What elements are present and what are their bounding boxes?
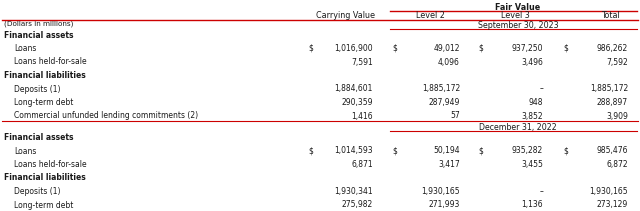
Text: 3,496: 3,496: [521, 58, 543, 66]
Text: 271,993: 271,993: [429, 200, 460, 210]
Text: Total: Total: [600, 12, 620, 20]
Text: 57: 57: [451, 111, 460, 120]
Text: 1,930,165: 1,930,165: [589, 187, 628, 196]
Text: 1,885,172: 1,885,172: [422, 84, 460, 93]
Text: 7,591: 7,591: [351, 58, 373, 66]
Text: 3,909: 3,909: [606, 111, 628, 120]
Text: 50,194: 50,194: [433, 146, 460, 156]
Text: Loans held-for-sale: Loans held-for-sale: [14, 160, 86, 169]
Text: 6,871: 6,871: [351, 160, 373, 169]
Text: (Dollars in millions): (Dollars in millions): [4, 20, 74, 27]
Text: 290,359: 290,359: [342, 98, 373, 107]
Text: $: $: [308, 146, 313, 156]
Text: 1,885,172: 1,885,172: [589, 84, 628, 93]
Text: $: $: [478, 146, 483, 156]
Text: 273,129: 273,129: [596, 200, 628, 210]
Text: Loans held-for-sale: Loans held-for-sale: [14, 58, 86, 66]
Text: 3,417: 3,417: [438, 160, 460, 169]
Text: 7,592: 7,592: [606, 58, 628, 66]
Text: 985,476: 985,476: [596, 146, 628, 156]
Text: $: $: [563, 146, 568, 156]
Text: Commercial unfunded lending commitments (2): Commercial unfunded lending commitments …: [14, 111, 198, 120]
Text: 4,096: 4,096: [438, 58, 460, 66]
Text: 937,250: 937,250: [511, 44, 543, 53]
Text: 6,872: 6,872: [606, 160, 628, 169]
Text: 288,897: 288,897: [597, 98, 628, 107]
Text: Loans: Loans: [14, 44, 36, 53]
Text: Deposits (1): Deposits (1): [14, 84, 61, 93]
Text: Financial assets: Financial assets: [4, 133, 74, 142]
Text: Deposits (1): Deposits (1): [14, 187, 61, 196]
Text: 935,282: 935,282: [512, 146, 543, 156]
Text: Loans: Loans: [14, 146, 36, 156]
Text: 275,982: 275,982: [342, 200, 373, 210]
Text: 1,136: 1,136: [522, 200, 543, 210]
Text: Level 2: Level 2: [415, 12, 444, 20]
Text: September 30, 2023: September 30, 2023: [477, 20, 558, 30]
Text: Financial assets: Financial assets: [4, 31, 74, 39]
Text: Financial liabilities: Financial liabilities: [4, 71, 86, 80]
Text: Level 3: Level 3: [500, 12, 529, 20]
Text: 3,852: 3,852: [522, 111, 543, 120]
Text: $: $: [478, 44, 483, 53]
Text: 1,416: 1,416: [351, 111, 373, 120]
Text: –: –: [539, 84, 543, 93]
Text: $: $: [392, 44, 397, 53]
Text: $: $: [392, 146, 397, 156]
Text: –: –: [539, 187, 543, 196]
Text: 1,930,341: 1,930,341: [334, 187, 373, 196]
Text: Long-term debt: Long-term debt: [14, 200, 74, 210]
Text: Carrying Value: Carrying Value: [316, 12, 374, 20]
Text: Fair Value: Fair Value: [495, 3, 541, 12]
Text: $: $: [563, 44, 568, 53]
Text: December 31, 2022: December 31, 2022: [479, 123, 557, 132]
Text: 948: 948: [529, 98, 543, 107]
Text: $: $: [308, 44, 313, 53]
Text: 287,949: 287,949: [429, 98, 460, 107]
Text: 1,014,593: 1,014,593: [334, 146, 373, 156]
Text: 3,455: 3,455: [521, 160, 543, 169]
Text: 1,884,601: 1,884,601: [335, 84, 373, 93]
Text: 1,016,900: 1,016,900: [334, 44, 373, 53]
Text: 1,930,165: 1,930,165: [421, 187, 460, 196]
Text: 49,012: 49,012: [433, 44, 460, 53]
Text: 986,262: 986,262: [596, 44, 628, 53]
Text: Long-term debt: Long-term debt: [14, 98, 74, 107]
Text: Financial liabilities: Financial liabilities: [4, 173, 86, 183]
